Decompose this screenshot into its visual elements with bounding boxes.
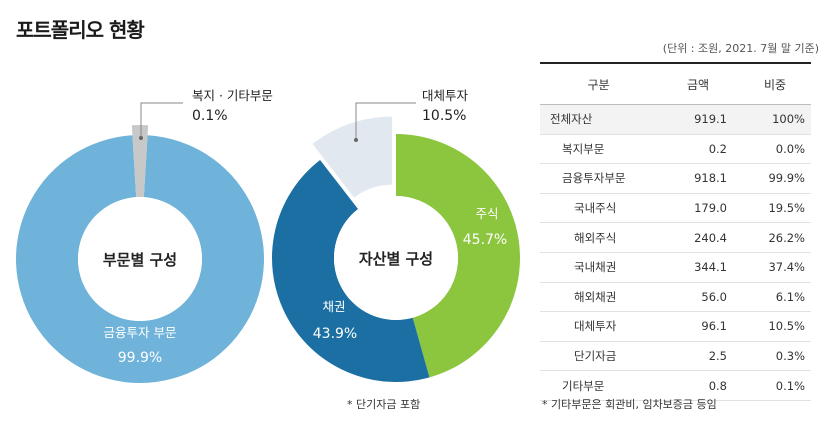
row-ratio: 100% — [739, 104, 811, 135]
table-row: 금융투자부문 918.1 99.9% — [540, 163, 811, 194]
table-row: 복지부문 0.2 0.0% — [540, 134, 811, 165]
callout-value-label: 10.5% — [422, 108, 466, 124]
leader-dot — [139, 136, 143, 140]
table-row: 국내채권 344.1 37.4% — [540, 252, 811, 283]
row-amount: 179.0 — [657, 193, 739, 224]
row-ratio: 19.5% — [739, 193, 811, 224]
slice-value-label: 45.7% — [463, 232, 507, 248]
header-category: 구분 — [540, 63, 657, 105]
portfolio-table-wrap: 구분 금액 비중 전체자산 919.1 100% 복지부문 0.2 0.0% 금융투자부문 9… — [540, 62, 811, 401]
row-ratio: 99.9% — [739, 163, 811, 194]
table-row: 기타부문 0.8 0.1% — [540, 370, 811, 401]
table-row: 단기자금 2.5 0.3% — [540, 341, 811, 372]
center-label: 부문별 구성 — [103, 251, 177, 269]
slice-value-label: 43.9% — [313, 326, 357, 342]
leader-dot — [354, 138, 358, 142]
row-amount: 240.4 — [657, 222, 739, 253]
slice-financial-investment — [15, 135, 264, 383]
slice-alternative — [312, 116, 393, 198]
header-amount: 금액 — [657, 63, 739, 105]
row-ratio: 10.5% — [739, 311, 811, 342]
row-amount: 56.0 — [657, 282, 739, 313]
table-row: 국내주식 179.0 19.5% — [540, 193, 811, 224]
slice-label: 주식 — [475, 206, 498, 221]
row-category: 해외채권 — [540, 282, 657, 313]
row-category: 해외주식 — [540, 222, 657, 253]
slice-stock — [396, 134, 520, 378]
row-amount: 0.8 — [657, 370, 739, 401]
asset-chart-footnote: * 단기자금 포함 — [347, 398, 421, 411]
table-row: 해외주식 240.4 26.2% — [540, 222, 811, 253]
slice-value-label: 99.9% — [118, 350, 162, 366]
donut-chart-asset: 자산별 구성 주식 45.7% 채권 43.9% 대체투자 10.5% — [272, 88, 520, 382]
table-row: 전체자산 919.1 100% — [540, 104, 811, 135]
row-category: 대체투자 — [540, 311, 657, 342]
row-category: 국내주식 — [540, 193, 657, 224]
row-amount: 96.1 — [657, 311, 739, 342]
donut-hole — [78, 197, 202, 321]
table-row: 대체투자 96.1 10.5% — [540, 311, 811, 342]
row-ratio: 0.3% — [739, 341, 811, 372]
center-label: 자산별 구성 — [359, 250, 433, 268]
row-amount: 0.2 — [657, 134, 739, 165]
row-amount: 344.1 — [657, 252, 739, 283]
leader-line — [355, 102, 416, 140]
row-category: 금융투자부문 — [540, 163, 657, 194]
slice-welfare-other — [131, 124, 149, 198]
table-header-row: 구분 금액 비중 — [540, 63, 811, 105]
callout-label: 복지 · 기타부문 — [192, 88, 273, 103]
row-ratio: 37.4% — [739, 252, 811, 283]
callout-value-label: 0.1% — [192, 108, 228, 124]
header-ratio: 비중 — [739, 63, 811, 105]
leader-line — [140, 102, 183, 138]
row-amount: 919.1 — [657, 104, 739, 135]
row-category: 복지부문 — [540, 134, 657, 165]
page-title: 포트폴리오 현황 — [16, 18, 145, 42]
callout-label: 대체투자 — [422, 88, 469, 103]
table-body: 전체자산 919.1 100% 복지부문 0.2 0.0% 금융투자부문 918.1 99.9%… — [540, 104, 811, 401]
slice-label: 채권 — [322, 299, 345, 314]
slice-bond — [272, 159, 430, 382]
table-row: 해외채권 56.0 6.1% — [540, 282, 811, 313]
row-category: 단기자금 — [540, 341, 657, 372]
donut-hole — [334, 196, 458, 320]
slice-label: 금융투자 부문 — [104, 325, 177, 340]
row-ratio: 26.2% — [739, 222, 811, 253]
row-ratio: 6.1% — [739, 282, 811, 313]
row-ratio: 0.0% — [739, 134, 811, 165]
row-category: 전체자산 — [540, 104, 657, 135]
row-amount: 2.5 — [657, 341, 739, 372]
table-footnote: * 기타부문은 회관비, 임차보증금 등임 — [542, 398, 717, 411]
unit-note: (단위 : 조원, 2021. 7월 말 기준) — [662, 42, 819, 55]
row-amount: 918.1 — [657, 163, 739, 194]
row-category: 기타부문 — [540, 370, 657, 401]
portfolio-table: 구분 금액 비중 전체자산 919.1 100% 복지부문 0.2 0.0% 금융투자부문 9… — [540, 62, 811, 401]
row-category: 국내채권 — [540, 252, 657, 283]
row-ratio: 0.1% — [739, 370, 811, 401]
